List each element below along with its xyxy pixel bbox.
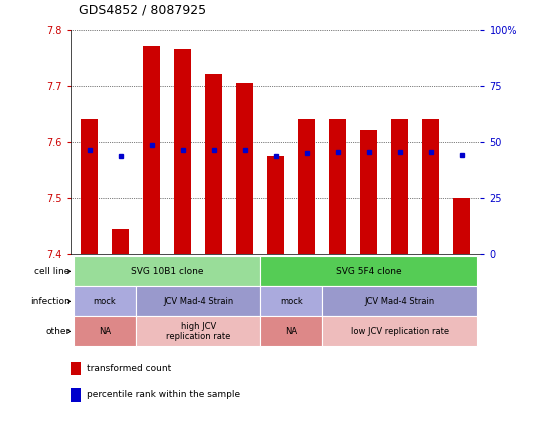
Text: SVG 10B1 clone: SVG 10B1 clone xyxy=(131,267,204,276)
Bar xyxy=(74,316,136,346)
Text: mock: mock xyxy=(280,297,302,306)
Bar xyxy=(260,286,322,316)
Bar xyxy=(360,131,377,254)
Text: SVG 5F4 clone: SVG 5F4 clone xyxy=(336,267,402,276)
Bar xyxy=(71,388,81,401)
Bar xyxy=(329,119,346,254)
Text: mock: mock xyxy=(94,297,116,306)
Bar xyxy=(136,286,260,316)
Bar xyxy=(174,49,191,254)
Bar xyxy=(71,362,81,375)
Text: other: other xyxy=(45,327,69,336)
Bar xyxy=(298,119,315,254)
Text: JCV Mad-4 Strain: JCV Mad-4 Strain xyxy=(365,297,435,306)
Text: high JCV
replication rate: high JCV replication rate xyxy=(166,322,230,341)
Bar xyxy=(236,83,253,254)
Bar xyxy=(112,228,129,254)
Bar xyxy=(322,316,477,346)
Text: cell line: cell line xyxy=(34,267,69,276)
Text: percentile rank within the sample: percentile rank within the sample xyxy=(87,390,240,399)
Bar xyxy=(391,119,408,254)
Bar xyxy=(74,286,136,316)
Text: GDS4852 / 8087925: GDS4852 / 8087925 xyxy=(79,3,206,16)
Bar xyxy=(74,256,260,286)
Bar xyxy=(260,256,477,286)
Bar xyxy=(260,316,322,346)
Bar xyxy=(267,156,284,254)
Text: JCV Mad-4 Strain: JCV Mad-4 Strain xyxy=(163,297,233,306)
Text: NA: NA xyxy=(285,327,298,336)
Bar xyxy=(453,198,471,254)
Text: transformed count: transformed count xyxy=(87,364,171,373)
Bar xyxy=(81,119,98,254)
Bar xyxy=(143,47,160,254)
Bar xyxy=(136,316,260,346)
Text: NA: NA xyxy=(99,327,111,336)
Text: infection: infection xyxy=(29,297,69,306)
Bar xyxy=(322,286,477,316)
Text: low JCV replication rate: low JCV replication rate xyxy=(351,327,449,336)
Bar xyxy=(205,74,222,254)
Bar xyxy=(422,119,440,254)
